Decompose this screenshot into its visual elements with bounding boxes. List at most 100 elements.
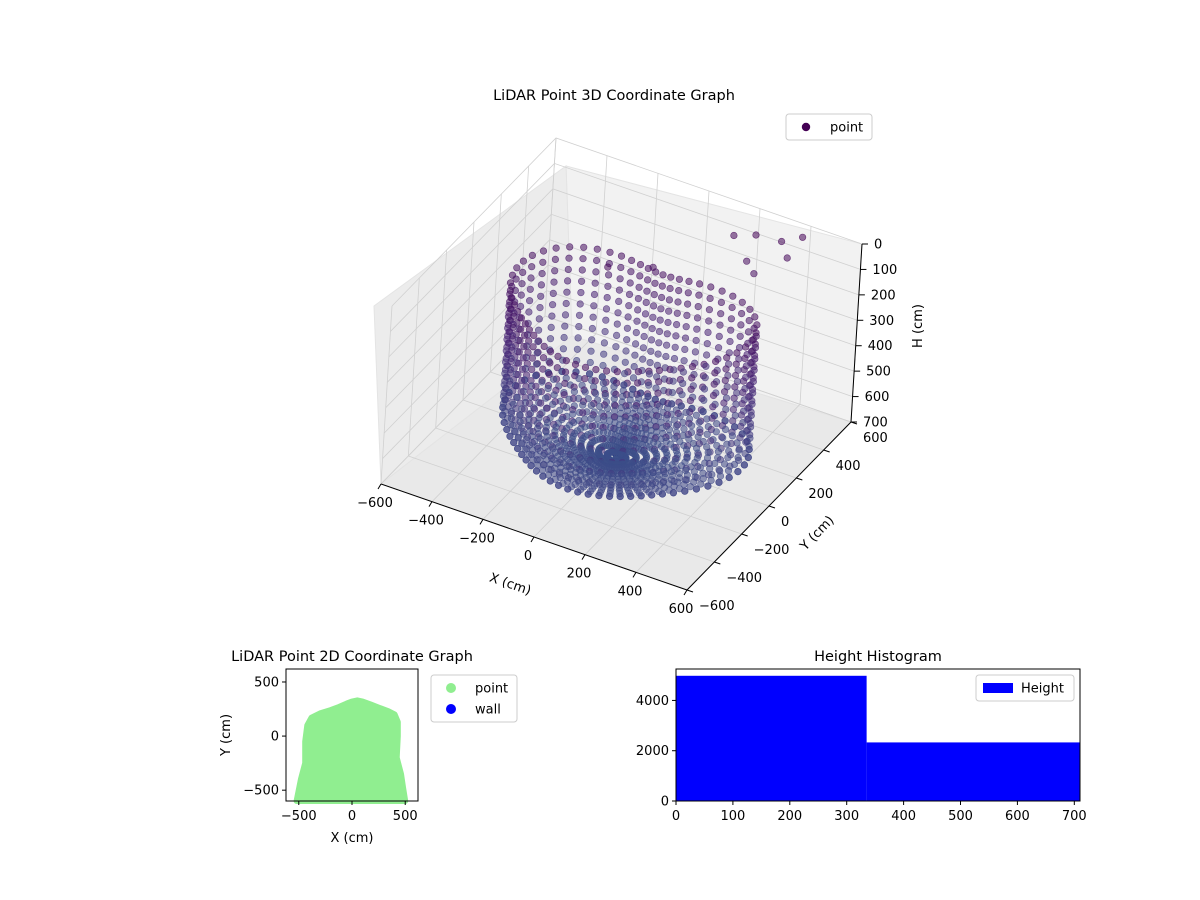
data-point [692,485,701,493]
data-point [511,428,519,436]
data-point [717,310,725,318]
data-point [586,358,594,367]
data-point [532,382,540,390]
data-point [693,314,702,322]
data-point [518,365,527,373]
data-point [679,431,687,440]
grid-line [380,305,393,485]
data-point [695,291,703,299]
data-point [561,322,569,330]
data-point [632,329,640,337]
data-point [636,272,644,280]
grid-line [386,213,858,383]
data-point [626,279,634,287]
data-point [527,462,535,470]
data-point [716,456,725,464]
data-point [620,370,629,378]
y-axis-label-3d: Y (cm) [797,513,838,554]
data-point [513,264,521,272]
data-point [525,399,534,408]
data-point [715,332,723,341]
data-point [631,340,640,348]
data-point [707,437,715,445]
data-point [730,394,738,402]
data-point [663,330,671,338]
data-point [614,309,622,317]
data-point [526,285,534,293]
data-point [519,257,528,265]
data-point [724,467,733,475]
data-point [545,370,553,378]
data-point [664,318,672,327]
legend-2d-marker-wall [446,704,456,714]
data-point [585,370,594,378]
data-point [645,381,653,389]
data-point [537,281,546,289]
x-tick-label-2d: −500 [281,809,317,824]
grid-line [388,188,859,358]
data-point [682,323,690,331]
data-point [701,374,709,382]
data-point [798,233,807,241]
data-point [631,351,639,359]
data-point [672,321,681,329]
data-point [577,277,586,285]
data-point [542,394,550,402]
data-point [644,264,652,273]
data-point [602,367,611,375]
data-point [688,363,697,371]
data-point [517,291,525,299]
data-point [588,336,596,344]
data-point [531,394,539,402]
x-tick-label-hist: 600 [1005,809,1030,824]
data-point [710,380,718,388]
data-point [737,321,745,329]
y-tick [741,533,748,537]
data-point [744,453,752,462]
data-point [721,376,729,385]
data-point [622,347,630,355]
data-point [544,384,552,393]
x-tick-label: 0 [524,549,532,564]
y-tick [768,505,776,509]
data-point [533,461,542,469]
legend-3d-frame [785,113,873,141]
y-tick [714,561,721,565]
y-tick-label-2d: 0 [271,730,279,745]
data-point [613,368,621,376]
data-point [602,305,611,313]
data-point [537,292,545,300]
data-point [561,311,570,319]
data-point [715,478,723,486]
x-axis-label-3d: X (cm) [487,571,533,599]
data-point [738,400,746,408]
data-point [592,366,600,374]
data-point [692,336,700,345]
x-tick [632,572,637,578]
data-point [539,258,547,266]
data-point [514,434,522,442]
data-point [566,243,574,251]
x-tick-label: 200 [567,567,592,582]
data-point [580,243,588,251]
y-tick-label-2d: −500 [243,784,279,799]
data-point [595,492,603,500]
data-point [650,291,658,299]
data-point [527,274,535,282]
data-point [724,454,732,462]
data-point [676,412,684,420]
y-tick-label: −200 [754,543,790,558]
data-point [599,361,607,370]
data-point [592,256,601,265]
data-point [563,277,572,285]
data-point [512,275,520,283]
data-point [680,357,688,365]
chart-2d-title: LiDAR Point 2D Coordinate Graph [231,649,473,665]
x-tick-label-hist: 300 [834,809,859,824]
data-point [731,371,740,380]
data-point [575,311,584,319]
data-point [577,289,585,297]
data-point [605,492,614,500]
data-point [705,317,713,325]
data-point [579,409,587,417]
